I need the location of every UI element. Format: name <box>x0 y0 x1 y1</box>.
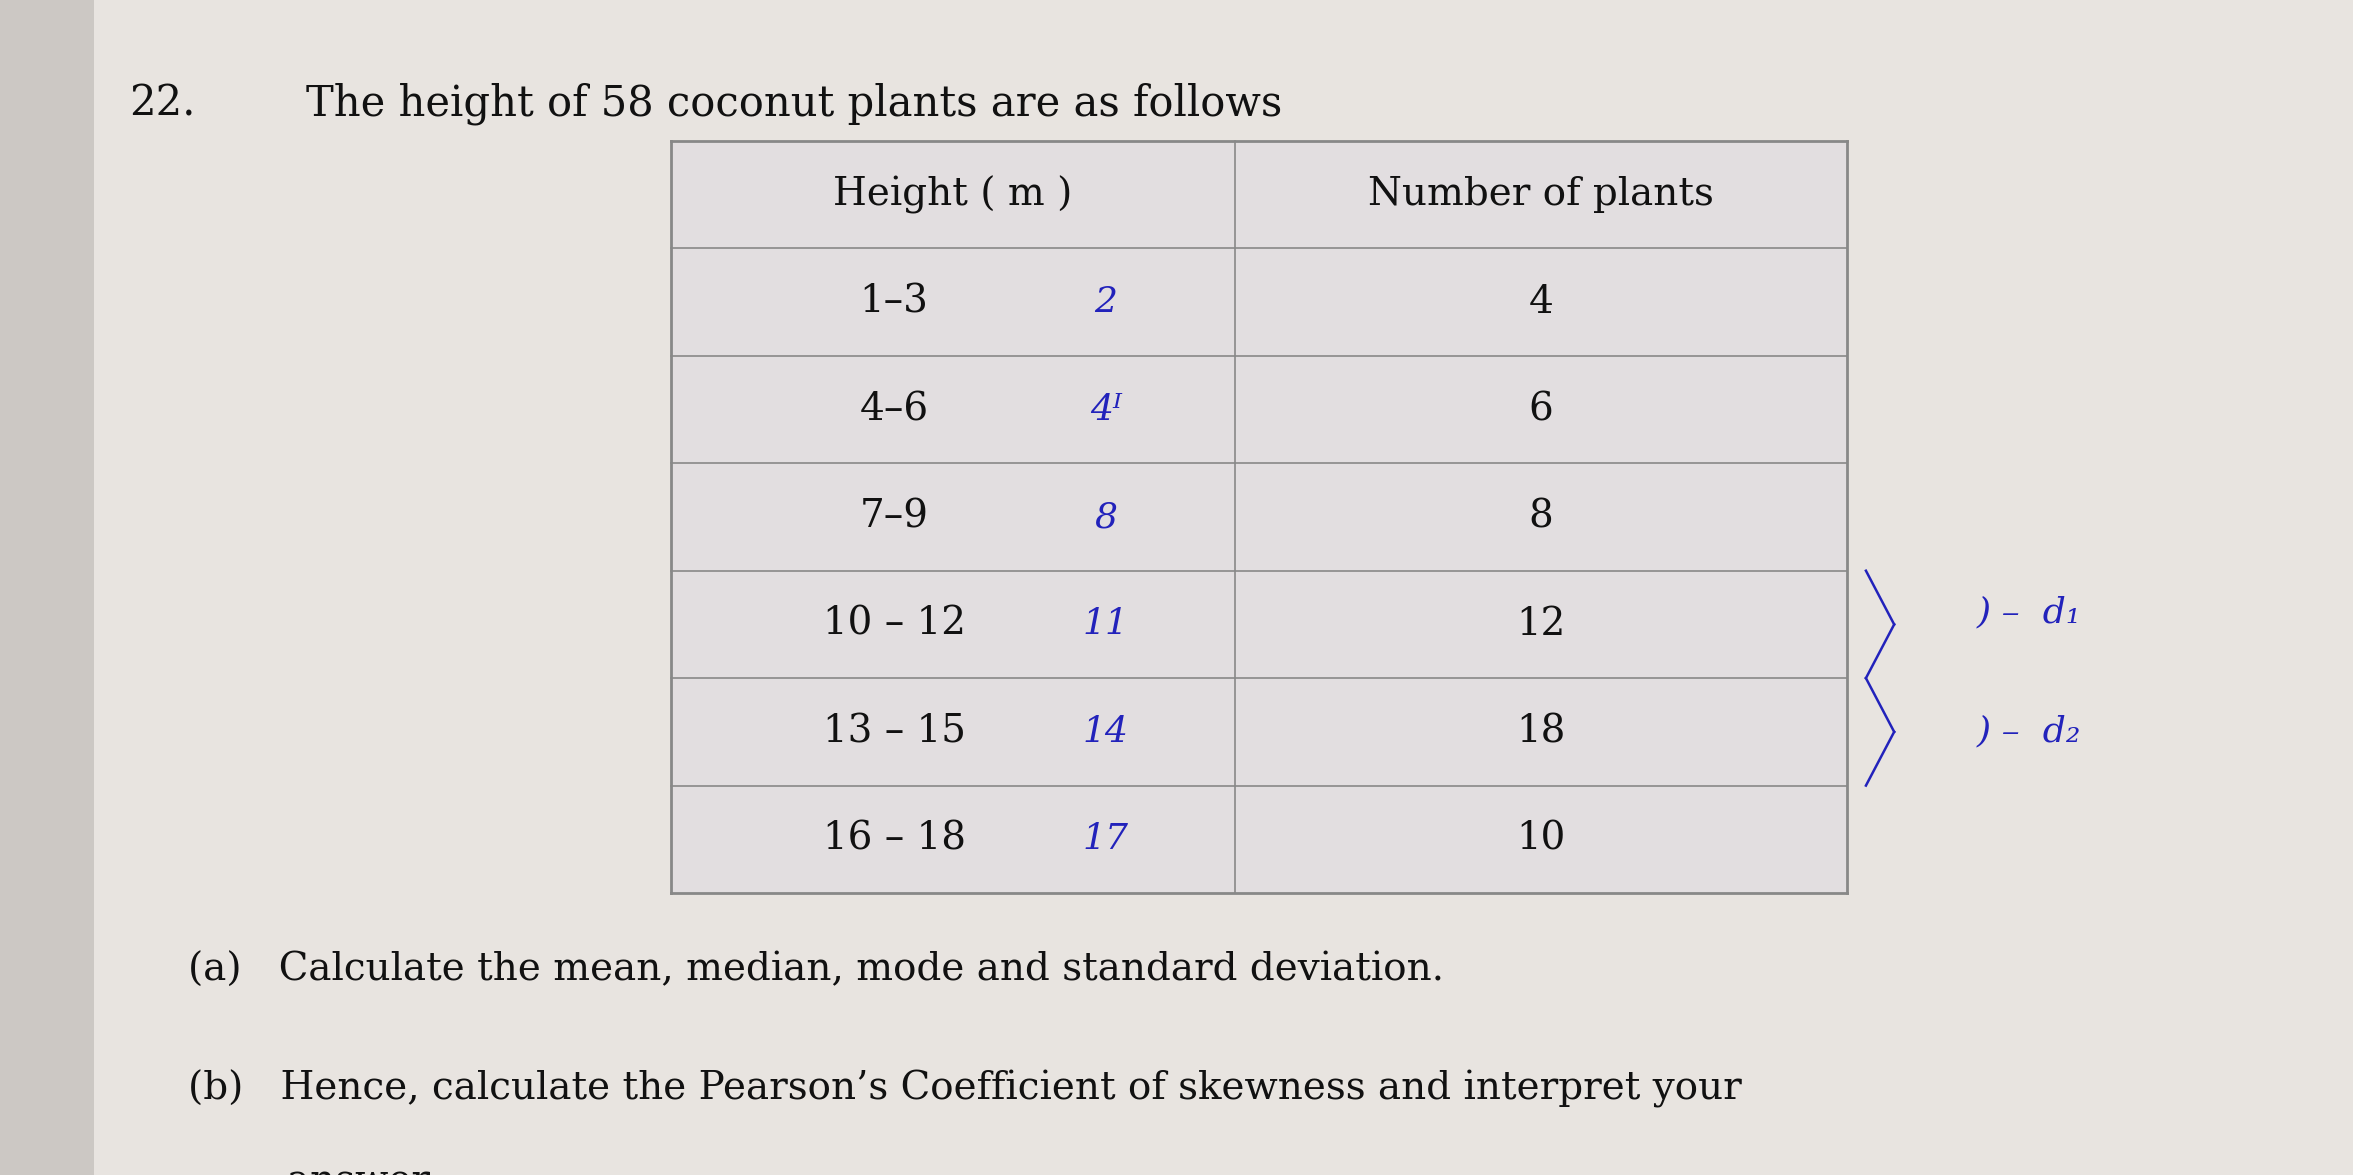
Text: 8: 8 <box>1529 498 1553 536</box>
Text: 2: 2 <box>1094 286 1118 320</box>
Text: 14: 14 <box>1082 714 1129 748</box>
Text: 10 – 12: 10 – 12 <box>824 606 965 643</box>
Text: 13 – 15: 13 – 15 <box>824 713 965 751</box>
Text: Number of plants: Number of plants <box>1369 176 1713 213</box>
Text: 10: 10 <box>1518 821 1565 858</box>
Text: 8: 8 <box>1094 501 1118 533</box>
Bar <box>671 141 1847 893</box>
Text: 4–6: 4–6 <box>859 391 929 428</box>
Text: 4: 4 <box>1529 283 1553 321</box>
Text: ) –  d₁: ) – d₁ <box>1977 596 2080 630</box>
Text: 11: 11 <box>1082 607 1129 642</box>
Text: The height of 58 coconut plants are as follows: The height of 58 coconut plants are as f… <box>306 82 1282 125</box>
Text: 7–9: 7–9 <box>859 498 929 536</box>
Text: 22.: 22. <box>129 82 195 125</box>
Text: (a)   Calculate the mean, median, mode and standard deviation.: (a) Calculate the mean, median, mode and… <box>188 952 1445 988</box>
Text: 6: 6 <box>1529 391 1553 428</box>
Text: 12: 12 <box>1518 606 1565 643</box>
Text: 16 – 18: 16 – 18 <box>824 821 965 858</box>
Text: answer.: answer. <box>188 1163 438 1175</box>
Text: Height ( m ): Height ( m ) <box>833 175 1073 214</box>
Text: 17: 17 <box>1082 822 1129 857</box>
Text: ) –  d₂: ) – d₂ <box>1977 714 2080 748</box>
Text: 18: 18 <box>1518 713 1565 751</box>
Text: (b)   Hence, calculate the Pearson’s Coefficient of skewness and interpret your: (b) Hence, calculate the Pearson’s Coeff… <box>188 1069 1741 1108</box>
Text: 1–3: 1–3 <box>859 283 929 321</box>
Text: 4ᴵ: 4ᴵ <box>1089 392 1122 427</box>
